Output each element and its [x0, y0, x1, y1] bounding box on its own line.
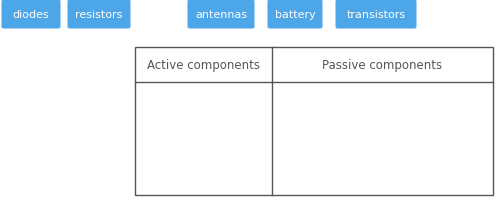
- Text: antennas: antennas: [195, 10, 247, 20]
- Text: Active components: Active components: [147, 59, 260, 72]
- Bar: [135, 48, 493, 195]
- FancyBboxPatch shape: [2, 0, 60, 29]
- FancyBboxPatch shape: [268, 0, 322, 29]
- Text: Passive components: Passive components: [322, 59, 442, 72]
- FancyBboxPatch shape: [188, 0, 254, 29]
- FancyBboxPatch shape: [68, 0, 130, 29]
- Text: resistors: resistors: [76, 10, 122, 20]
- Text: battery: battery: [274, 10, 316, 20]
- Text: transistors: transistors: [346, 10, 406, 20]
- Text: diodes: diodes: [12, 10, 50, 20]
- FancyBboxPatch shape: [336, 0, 416, 29]
